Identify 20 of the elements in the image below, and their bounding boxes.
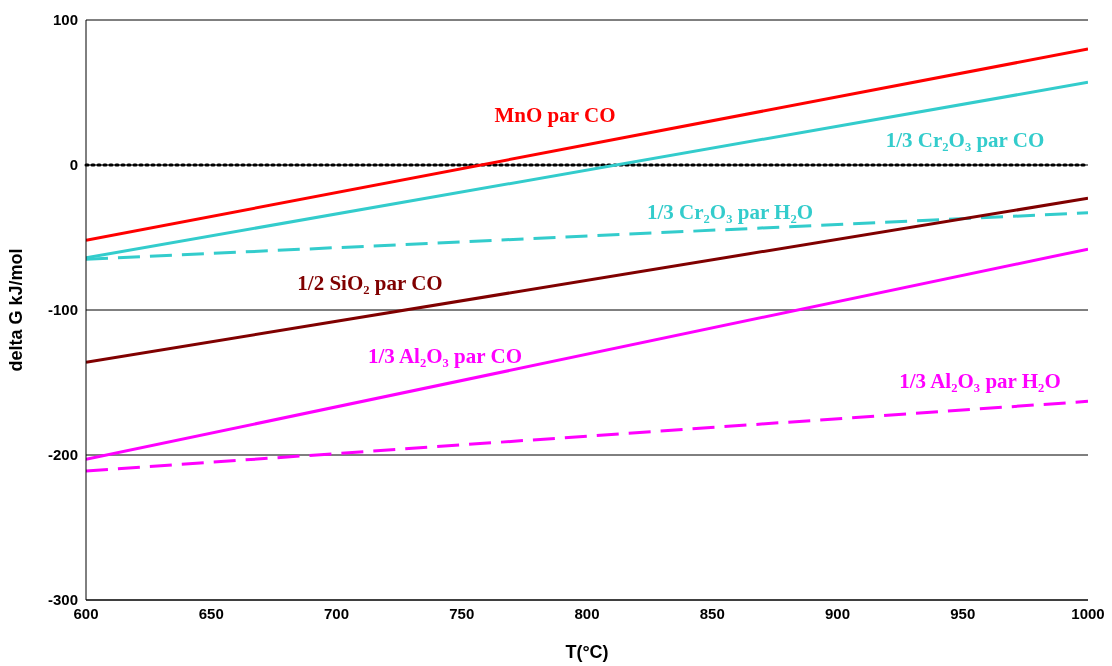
x-tick-label: 800 xyxy=(574,604,600,622)
series-label: 1/3 Cr₂O₃ par H₂O xyxy=(646,199,814,225)
y-tick-label: -200 xyxy=(47,446,78,464)
series-label: 1/3 Cr₂O₃ par CO xyxy=(885,127,1045,153)
x-tick-label: 650 xyxy=(198,604,224,622)
series-label: 1/2 SiO₂ par CO xyxy=(297,270,443,296)
x-axis-title: T(°C) xyxy=(565,642,609,662)
y-axis-title: delta G kJ/mol xyxy=(6,248,27,372)
x-tick-label: 950 xyxy=(950,604,976,622)
x-tick-label: 900 xyxy=(824,604,851,622)
series-label: 1/3 Al₂O₃ par H₂O xyxy=(899,368,1061,394)
series-label: MnO par CO xyxy=(494,102,616,128)
x-tick-label: 750 xyxy=(449,604,475,622)
y-tick-label: 0 xyxy=(69,156,78,174)
y-tick-label: 100 xyxy=(52,11,78,29)
y-tick-label: -100 xyxy=(47,301,78,319)
x-tick-label: 700 xyxy=(323,604,350,622)
x-tick-label: 850 xyxy=(699,604,725,622)
x-tick-label: 1000 xyxy=(1071,604,1105,622)
series-label: 1/3 Al₂O₃ par CO xyxy=(368,343,522,369)
